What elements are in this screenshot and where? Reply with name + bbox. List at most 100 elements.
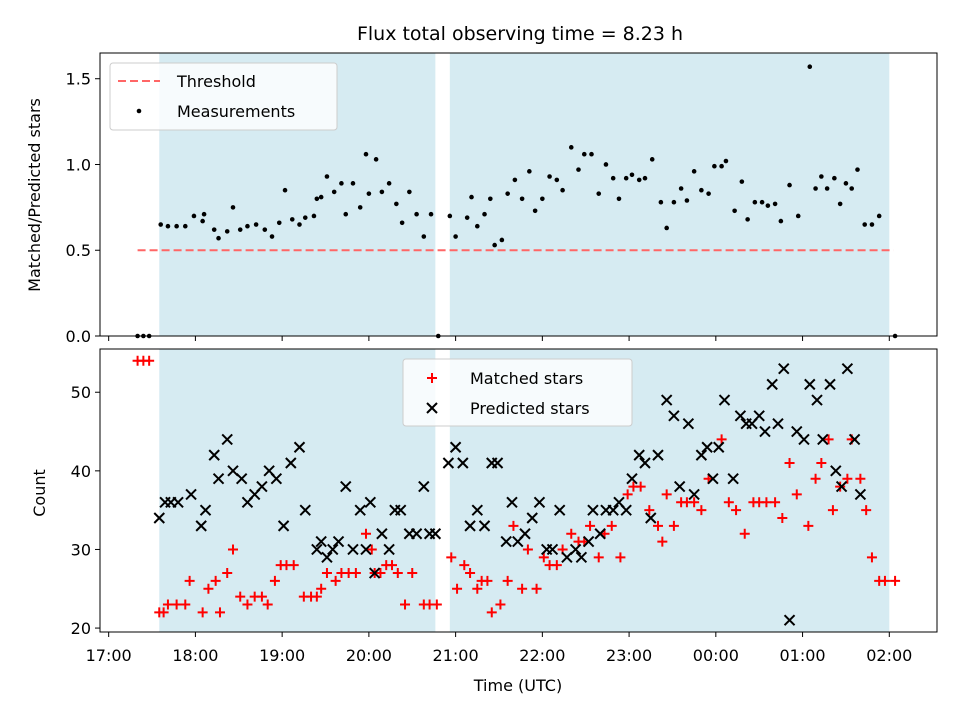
- matched-star-point: [622, 489, 633, 500]
- predicted-star-point: [321, 551, 333, 564]
- measurement-point: [230, 205, 236, 210]
- x-tick-label: 02:00: [866, 646, 912, 665]
- bottom-legend-box: [402, 358, 633, 427]
- matched-star-point: [197, 607, 208, 618]
- matched-star-point: [446, 552, 457, 563]
- matched-star-point: [606, 520, 617, 531]
- measurement-point: [211, 227, 217, 232]
- matched-star-point: [316, 583, 327, 594]
- measurement-point: [386, 181, 392, 186]
- measurement-point: [807, 64, 813, 70]
- measurement-point: [200, 218, 205, 224]
- top-legend-box: [109, 62, 338, 131]
- measurement-point: [843, 181, 849, 186]
- matched-star-point: [482, 575, 493, 586]
- matched-star-point: [835, 481, 846, 492]
- measurement-point: [245, 223, 250, 229]
- matched-star-point: [431, 599, 442, 610]
- measurement-point: [373, 157, 379, 162]
- measurement-point: [795, 213, 801, 219]
- measurement-point: [350, 181, 356, 186]
- matched-star-point: [222, 568, 233, 579]
- measurement-point: [671, 199, 677, 205]
- matched-star-point: [144, 355, 155, 366]
- measurement-point: [488, 196, 493, 202]
- bottom-y-axis-label: Count: [30, 469, 49, 517]
- predicted-star-point: [688, 488, 700, 501]
- top-plot-frame: [99, 52, 938, 337]
- chart-title: Flux total observing time = 8.23 h: [357, 23, 683, 45]
- measurements-legend-marker: [136, 108, 142, 114]
- matched-star-point: [855, 473, 866, 484]
- predicted-star-point: [718, 394, 731, 406]
- measurement-point: [216, 235, 221, 241]
- measurement-point: [289, 217, 295, 222]
- measurement-point: [482, 211, 487, 217]
- predicted-star-point: [256, 480, 268, 493]
- measurement-point: [475, 223, 480, 229]
- measurement-point: [324, 174, 330, 179]
- matched-star-point: [262, 599, 273, 610]
- measurement-point: [394, 201, 399, 207]
- matched-star-point: [823, 434, 834, 445]
- matched-star-point: [689, 497, 700, 508]
- predicted-star-point: [299, 504, 311, 516]
- predicted-star-point: [639, 457, 651, 469]
- matched-star-point: [465, 568, 476, 579]
- predicted-star-point: [594, 528, 606, 540]
- predicted-star-point: [607, 504, 619, 516]
- measurement-point: [201, 211, 207, 217]
- measurement-point: [603, 162, 609, 167]
- predicted-star-point: [199, 504, 212, 516]
- measurement-point: [237, 227, 243, 232]
- matched-star-point: [716, 434, 727, 445]
- top-panel: 0.0 0.5 1.0 1.5 Matched/Predicted stars Thr…: [25, 52, 938, 346]
- matched-star-point: [459, 560, 470, 571]
- predicted-star-point: [235, 473, 248, 485]
- measurement-point: [262, 227, 268, 232]
- measurement-point: [699, 187, 704, 193]
- matched-legend-marker: [427, 373, 437, 383]
- measurement-point: [678, 186, 684, 191]
- predicted-star-point: [195, 520, 207, 532]
- predicted-star-point: [707, 473, 719, 485]
- predicted-star-point: [772, 417, 784, 430]
- predicted-star-point: [587, 504, 599, 516]
- measurement-point: [282, 187, 288, 193]
- predicted-star-point: [277, 520, 290, 532]
- x-tick-label: 00:00: [693, 646, 739, 665]
- x-tick-label: 17:00: [86, 646, 132, 665]
- measurement-point: [314, 196, 320, 202]
- measurement-point: [568, 145, 574, 150]
- matched-star-point: [288, 560, 299, 571]
- predicted-star-point: [652, 449, 664, 461]
- predicted-star-point: [575, 551, 588, 564]
- measurements-legend-label: Measurements: [177, 102, 295, 121]
- measurement-point: [469, 194, 474, 200]
- measurement-point: [414, 211, 419, 217]
- measurement-point: [712, 163, 717, 169]
- matched-star-point: [615, 552, 626, 563]
- x-tick-label: 18:00: [172, 646, 218, 665]
- predicted-star-point: [311, 543, 323, 556]
- predicted-star-point: [848, 433, 861, 446]
- measurement-point: [837, 201, 843, 207]
- measurement-point: [311, 213, 317, 219]
- measurement-point: [824, 186, 830, 191]
- matched-star-point: [360, 528, 371, 539]
- measurement-point: [182, 223, 188, 229]
- matched-star-point: [657, 536, 668, 547]
- predicted-star-point: [471, 504, 484, 516]
- measurement-point: [505, 191, 510, 196]
- matched-star-point: [311, 591, 322, 602]
- matched-star-point: [387, 560, 398, 571]
- measurement-points: [135, 64, 898, 339]
- measurement-point: [174, 223, 179, 229]
- predicted-star-point: [660, 394, 673, 406]
- predicted-star-point: [153, 512, 165, 524]
- top-y-ticks: 0.0 0.5 1.0 1.5: [66, 70, 100, 346]
- matched-star-point: [827, 505, 838, 516]
- measurement-point: [560, 187, 565, 193]
- matched-star-point: [879, 575, 890, 586]
- measurement-point: [658, 199, 664, 205]
